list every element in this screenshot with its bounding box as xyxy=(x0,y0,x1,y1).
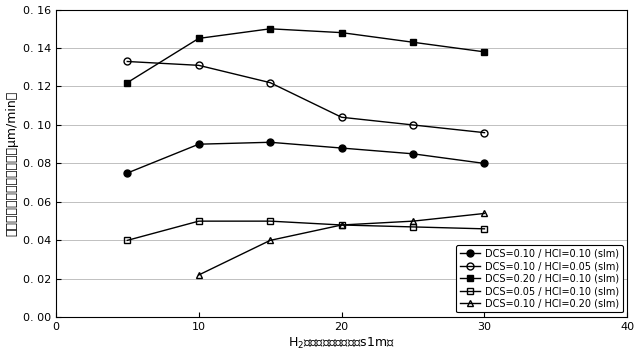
DCS=0.20 / HCl=0.10 (slm) xyxy=(124,81,131,85)
DCS=0.10 / HCl=0.20 (slm) xyxy=(338,223,346,227)
DCS=0.10 / HCl=0.05 (slm) xyxy=(266,81,274,85)
Legend: DCS=0.10 / HCl=0.10 (slm), DCS=0.10 / HCl=0.05 (slm), DCS=0.20 / HCl=0.10 (slm),: DCS=0.10 / HCl=0.10 (slm), DCS=0.10 / HC… xyxy=(456,245,623,312)
X-axis label: H$_2$キャリアガス流量（s1m）: H$_2$キャリアガス流量（s1m） xyxy=(288,336,395,351)
DCS=0.10 / HCl=0.05 (slm) xyxy=(409,123,417,127)
Y-axis label: エピタキシャル成長速度（μm/min）: エピタキシャル成長速度（μm/min） xyxy=(6,91,19,236)
DCS=0.10 / HCl=0.20 (slm) xyxy=(195,273,203,277)
DCS=0.20 / HCl=0.10 (slm) xyxy=(409,40,417,44)
DCS=0.10 / HCl=0.10 (slm) xyxy=(338,146,346,150)
DCS=0.10 / HCl=0.05 (slm) xyxy=(195,63,203,67)
DCS=0.10 / HCl=0.05 (slm) xyxy=(124,59,131,64)
DCS=0.20 / HCl=0.10 (slm) xyxy=(338,30,346,35)
DCS=0.10 / HCl=0.20 (slm) xyxy=(266,238,274,242)
DCS=0.10 / HCl=0.10 (slm) xyxy=(481,161,488,166)
DCS=0.20 / HCl=0.10 (slm) xyxy=(481,50,488,54)
Line: DCS=0.20 / HCl=0.10 (slm): DCS=0.20 / HCl=0.10 (slm) xyxy=(124,25,488,86)
DCS=0.05 / HCl=0.10 (slm) xyxy=(266,219,274,223)
DCS=0.10 / HCl=0.20 (slm) xyxy=(481,211,488,216)
DCS=0.10 / HCl=0.05 (slm) xyxy=(338,115,346,119)
DCS=0.10 / HCl=0.10 (slm) xyxy=(195,142,203,146)
DCS=0.10 / HCl=0.10 (slm) xyxy=(124,171,131,175)
DCS=0.10 / HCl=0.05 (slm) xyxy=(481,131,488,135)
DCS=0.10 / HCl=0.10 (slm) xyxy=(409,152,417,156)
DCS=0.05 / HCl=0.10 (slm) xyxy=(124,238,131,242)
DCS=0.05 / HCl=0.10 (slm) xyxy=(195,219,203,223)
Line: DCS=0.10 / HCl=0.05 (slm): DCS=0.10 / HCl=0.05 (slm) xyxy=(124,58,488,136)
DCS=0.10 / HCl=0.20 (slm) xyxy=(409,219,417,223)
Line: DCS=0.10 / HCl=0.10 (slm): DCS=0.10 / HCl=0.10 (slm) xyxy=(124,139,488,176)
DCS=0.05 / HCl=0.10 (slm) xyxy=(409,225,417,229)
DCS=0.20 / HCl=0.10 (slm) xyxy=(266,27,274,31)
DCS=0.20 / HCl=0.10 (slm) xyxy=(195,36,203,41)
DCS=0.10 / HCl=0.10 (slm) xyxy=(266,140,274,145)
DCS=0.05 / HCl=0.10 (slm) xyxy=(481,227,488,231)
DCS=0.05 / HCl=0.10 (slm) xyxy=(338,223,346,227)
Line: DCS=0.10 / HCl=0.20 (slm): DCS=0.10 / HCl=0.20 (slm) xyxy=(195,210,488,278)
Line: DCS=0.05 / HCl=0.10 (slm): DCS=0.05 / HCl=0.10 (slm) xyxy=(124,218,488,244)
